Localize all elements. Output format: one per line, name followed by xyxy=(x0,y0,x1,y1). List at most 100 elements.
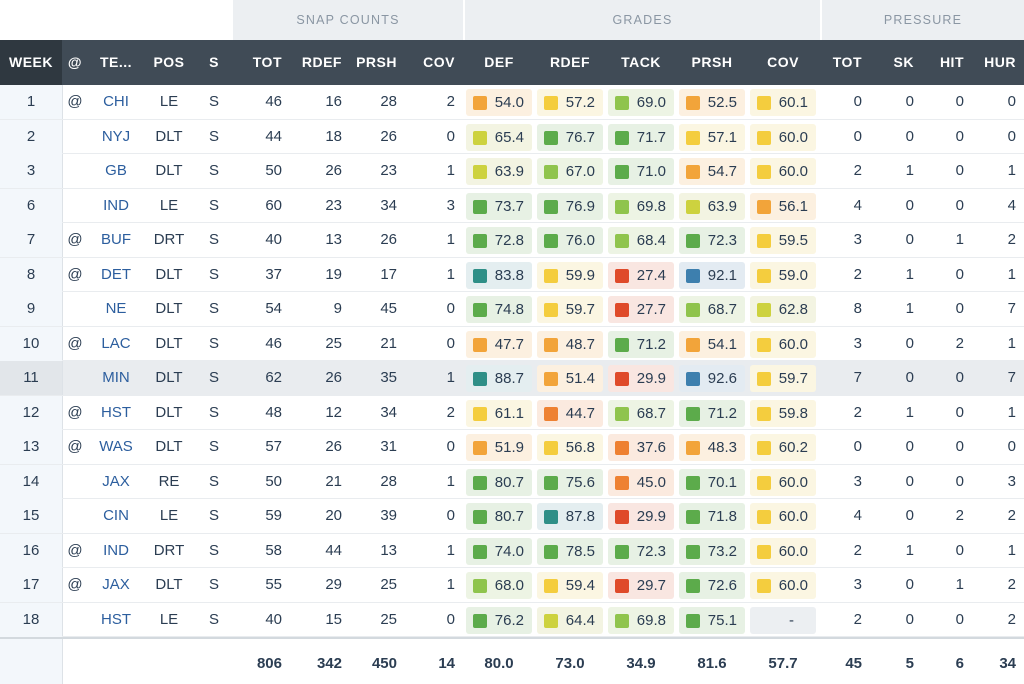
table-row[interactable]: 3 GB DLT S 50 26 23 1 2 1 0 1 63.9 67.0 71.0 54.7 60.0 xyxy=(0,154,1024,189)
opponent-team[interactable]: IND xyxy=(103,196,129,214)
table-row[interactable]: 14 JAX RE S 50 21 28 1 3 0 0 3 80.7 75.6 45.0 70.1 60.0 xyxy=(0,464,1024,499)
grade-def-value: 74.8 xyxy=(494,301,524,318)
table-row[interactable]: 7 @ BUF DRT S 40 13 26 1 3 0 1 2 72.8 76.0 68.4 72.3 59.5 xyxy=(0,223,1024,258)
snaps-rdef-cell: 44 xyxy=(325,541,342,559)
grade-color-swatch xyxy=(615,475,629,490)
grade-tack-badge: 69.8 xyxy=(608,192,674,220)
table-row[interactable]: 13 @ WAS DLT S 57 26 31 0 0 0 0 0 51.9 56.8 37.6 48.3 60.… xyxy=(0,430,1024,465)
sacks-cell: 0 xyxy=(905,196,914,214)
table-row[interactable]: 8 @ DET DLT S 37 19 17 1 2 1 0 1 83.8 59.9 27.4 92.1 59.0 xyxy=(0,257,1024,292)
table-row[interactable]: 16 @ IND DRT S 58 44 13 1 2 1 0 1 74.0 78.5 72.3 73.2 60.… xyxy=(0,533,1024,568)
col-week[interactable]: WEEK xyxy=(0,40,62,85)
table-row[interactable]: 15 CIN LE S 59 20 39 0 4 0 2 2 80.7 87.8 29.9 71.8 60.0 xyxy=(0,499,1024,534)
grade-color-swatch xyxy=(686,475,700,490)
col-tot[interactable]: TOT xyxy=(252,54,282,70)
opponent-team[interactable]: CHI xyxy=(103,93,129,110)
table-row[interactable]: 18 HST LE S 40 15 25 0 2 0 0 2 76.2 64.4 69.8 75.1 - xyxy=(0,602,1024,637)
col-pos[interactable]: POS xyxy=(153,54,185,70)
grade-prsh-value: 54.7 xyxy=(707,163,737,180)
sacks-cell: 0 xyxy=(905,93,914,110)
snaps-cov-cell: 0 xyxy=(446,127,455,145)
sacks-cell: 0 xyxy=(905,369,914,386)
col-rdef[interactable]: RDEF xyxy=(301,54,342,70)
opponent-team[interactable]: NE xyxy=(105,300,127,317)
snaps-cov-cell: 0 xyxy=(446,334,455,352)
col-hit[interactable]: HIT xyxy=(939,54,964,70)
grade-rdef-badge: 57.2 xyxy=(537,89,603,116)
col-grade-tack[interactable]: TACK xyxy=(621,54,661,70)
grade-color-swatch xyxy=(544,544,558,559)
table-row[interactable]: 10 @ LAC DLT S 46 25 21 0 3 0 2 1 47.7 48.7 71.2 54.1 60.… xyxy=(0,326,1024,361)
start-cell: S xyxy=(208,162,219,179)
grade-tack-badge: 71.2 xyxy=(608,330,674,358)
grade-cov-badge: 60.1 xyxy=(750,89,816,116)
opponent-team[interactable]: HST xyxy=(101,610,131,628)
hurries-cell: 7 xyxy=(1007,300,1016,317)
table-row[interactable]: 12 @ HST DLT S 48 12 34 2 2 1 0 1 61.1 44.7 68.7 71.2 59.… xyxy=(0,395,1024,430)
grade-def-badge: 72.8 xyxy=(466,227,532,254)
grade-cov-badge: 60.2 xyxy=(750,434,816,461)
hurries-cell: 1 xyxy=(1007,334,1016,352)
opponent-team[interactable]: IND xyxy=(103,541,129,559)
snaps-total-cell: 37 xyxy=(265,265,282,283)
position-cell: DLT xyxy=(155,438,183,455)
grade-tack-badge: 29.9 xyxy=(608,503,674,530)
opponent-team[interactable]: GB xyxy=(105,162,127,179)
snaps-total-cell: 57 xyxy=(265,438,282,455)
col-grade-rdef[interactable]: RDEF xyxy=(549,54,591,70)
hurries-cell: 2 xyxy=(1007,576,1016,593)
col-at[interactable]: @ xyxy=(67,54,83,70)
grade-tack-badge: 72.3 xyxy=(608,537,674,565)
opponent-team[interactable]: JAX xyxy=(102,576,130,593)
table-row[interactable]: 11 MIN DLT S 62 26 35 1 7 0 0 7 88.7 51.4 29.9 92.6 59.7 xyxy=(0,361,1024,396)
grade-color-swatch xyxy=(686,268,700,283)
grade-tack-badge: 45.0 xyxy=(608,468,674,496)
opponent-team[interactable]: MIN xyxy=(102,369,130,386)
opponent-team[interactable]: WAS xyxy=(99,438,133,455)
col-cov[interactable]: COV xyxy=(423,54,455,70)
grade-rdef-value: 48.7 xyxy=(565,335,595,353)
week-cell: 8 xyxy=(26,265,36,283)
opponent-team[interactable]: DET xyxy=(101,265,131,283)
grade-tack-value: 68.7 xyxy=(636,404,666,422)
away-marker: @ xyxy=(67,541,83,559)
opponent-team[interactable]: LAC xyxy=(101,334,131,352)
grade-cov-badge: 60.0 xyxy=(750,468,816,496)
hits-cell: 1 xyxy=(955,231,964,248)
table-row[interactable]: 6 IND LE S 60 23 34 3 4 0 0 4 73.7 76.9 69.8 63.9 56.1 xyxy=(0,188,1024,223)
start-cell: S xyxy=(208,403,219,421)
opponent-team[interactable]: JAX xyxy=(102,472,130,490)
snaps-rdef-cell: 23 xyxy=(325,196,342,214)
position-cell: DLT xyxy=(155,403,183,421)
grade-cov-badge: 60.0 xyxy=(750,503,816,530)
col-s[interactable]: S xyxy=(209,54,219,70)
table-row[interactable]: 17 @ JAX DLT S 55 29 25 1 3 0 1 2 68.0 59.4 29.7 72.6 60.… xyxy=(0,568,1024,603)
col-grade-def[interactable]: DEF xyxy=(484,54,514,70)
grade-tack-value: 45.0 xyxy=(636,473,666,491)
table-row[interactable]: 1 @ CHI LE S 46 16 28 2 0 0 0 0 54.0 57.2 69.0 52.5 60.1 xyxy=(0,85,1024,120)
grade-cov-value: 59.8 xyxy=(778,404,808,422)
table-row[interactable]: 9 NE DLT S 54 9 45 0 8 1 0 7 74.8 59.7 27.7 68.7 62.8 xyxy=(0,292,1024,327)
col-pressure-tot[interactable]: TOT xyxy=(832,54,862,70)
opponent-team[interactable]: HST xyxy=(101,403,131,421)
col-prsh[interactable]: PRSH xyxy=(356,54,397,70)
col-sk[interactable]: SK xyxy=(893,54,914,70)
opponent-team[interactable]: CIN xyxy=(103,507,129,524)
grade-color-swatch xyxy=(757,372,771,386)
grade-color-swatch xyxy=(757,96,771,110)
grade-color-swatch xyxy=(615,372,629,386)
grade-color-swatch xyxy=(757,234,771,248)
grade-color-swatch xyxy=(544,579,558,593)
away-marker: @ xyxy=(67,231,83,248)
col-hur[interactable]: HUR xyxy=(984,54,1016,70)
col-team[interactable]: TE... xyxy=(99,54,133,70)
col-grade-prsh[interactable]: PRSH xyxy=(691,54,733,70)
opponent-team[interactable]: NYJ xyxy=(101,127,131,145)
col-grade-cov[interactable]: COV xyxy=(767,54,799,70)
start-cell: S xyxy=(208,265,219,283)
snaps-rdef-cell: 15 xyxy=(325,610,342,628)
column-divider xyxy=(62,361,63,395)
week-cell: 18 xyxy=(22,610,40,628)
table-row[interactable]: 2 NYJ DLT S 44 18 26 0 0 0 0 0 65.4 76.7 71.7 57.1 60.0 xyxy=(0,119,1024,154)
opponent-team[interactable]: BUF xyxy=(101,231,131,248)
